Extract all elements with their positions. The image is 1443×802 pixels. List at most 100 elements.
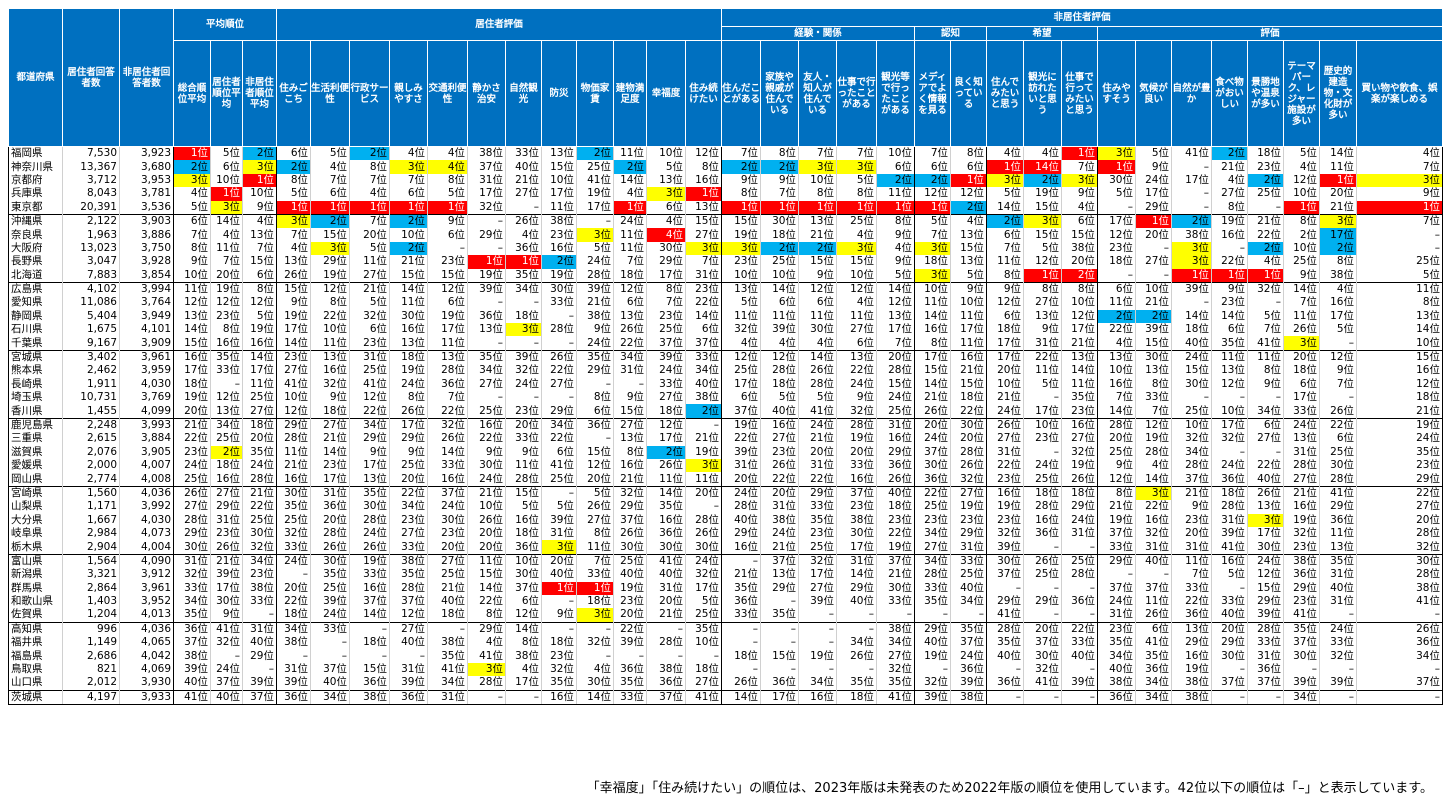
rank-cell: 10位: [950, 296, 987, 310]
rank-cell: 8位: [1319, 255, 1357, 269]
rank-cell: 26位: [986, 417, 1024, 433]
rank-cell: 32位: [798, 553, 837, 569]
table-row: 山梨県 1,171 3,992 27位 29位 22位 35位 36位 30位 34位 24位 10位…: [8, 500, 1443, 514]
rank-cell: 4位: [276, 241, 311, 256]
rank-cell: 16位: [427, 472, 468, 487]
rank-cell: 13位: [1283, 432, 1320, 446]
rank-cell: 8位: [836, 187, 877, 201]
rank-cell: 16位: [276, 472, 311, 487]
rank-cell: 29位: [1023, 594, 1062, 609]
prefecture-name: 山口県: [8, 676, 63, 691]
rank-cell: 6位: [276, 146, 311, 161]
rank-cell: 24位: [1135, 173, 1172, 188]
rank-cell: 19位: [349, 553, 390, 569]
rank-cell: 4位: [646, 228, 686, 242]
rank-cell: 38位: [1171, 689, 1212, 706]
rank-cell: 30位: [986, 553, 1024, 569]
rank-cell: –: [276, 568, 311, 582]
rank-cell: 19位: [613, 581, 647, 595]
rank-cell: 40位: [613, 568, 647, 582]
rank-cell: 3位: [310, 241, 350, 256]
rank-cell: 4位: [836, 228, 877, 242]
rank-cell: 6位: [349, 323, 390, 337]
rank-cell: 6位: [1097, 281, 1136, 297]
rank-cell: 17位: [685, 581, 722, 595]
rank-cell: 7位: [1061, 160, 1098, 174]
rank-cell: 37位: [950, 636, 987, 650]
rank-cell: 14位: [836, 568, 877, 582]
table-row: 大阪府 13,023 3,750 8位 11位 7位 4位 3位 5位 2位 – –36位 16位 5位 1…: [8, 241, 1443, 256]
rank-cell: –: [685, 649, 722, 663]
rank-cell: 39位: [276, 676, 311, 691]
rank-cell: 22位: [467, 432, 506, 446]
rank-cell: 7位: [349, 213, 390, 229]
rank-cell: 29位: [467, 228, 506, 242]
rank-cell: 5位: [760, 391, 799, 405]
rank-cell: 16位: [836, 472, 877, 487]
rank-cell: 7位: [1283, 296, 1320, 310]
rank-cell: 3位: [721, 241, 761, 256]
rank-cell: –: [1211, 445, 1248, 459]
rank-cell: 28位: [1356, 568, 1443, 582]
rank-cell: 40位: [876, 485, 915, 501]
rank-cell: 2位: [1097, 309, 1136, 324]
rank-cell: 5位: [427, 187, 468, 201]
rank-cell: 8位: [685, 160, 722, 174]
rank-cell: 1位: [276, 200, 311, 215]
rank-cell: 9位: [576, 323, 614, 337]
rank-cell: 35位: [1135, 649, 1172, 663]
rank-cell: 12位: [760, 349, 799, 365]
rank-cell: 31位: [760, 500, 799, 514]
rank-cell: 6位: [914, 160, 951, 174]
rank-cell: 30位: [173, 540, 211, 555]
resident-count: 1,675: [62, 323, 120, 337]
rank-cell: 10位: [1211, 404, 1248, 419]
rank-cell: 13位: [721, 281, 761, 297]
rank-cell: 40位: [310, 676, 350, 691]
header-metric: 友人・知人が住んでいる: [798, 40, 837, 147]
rank-cell: 28位: [349, 513, 390, 527]
rank-cell: –: [505, 200, 542, 215]
rank-cell: –: [1171, 160, 1212, 174]
rank-cell: 16位: [1097, 377, 1136, 392]
rank-cell: 24位: [950, 649, 987, 663]
rank-cell: 5位: [349, 241, 390, 256]
prefecture-name: 京都府: [8, 173, 63, 188]
rank-cell: 10位: [760, 268, 799, 283]
rank-cell: –: [1211, 581, 1248, 595]
rank-cell: 36位: [276, 689, 311, 706]
rank-cell: 14位: [1061, 364, 1098, 378]
rank-cell: 21位: [505, 173, 542, 188]
rank-cell: 25位: [541, 472, 577, 487]
rank-cell: 13位: [541, 146, 577, 161]
rank-cell: 29位: [1061, 500, 1098, 514]
rank-cell: 36位: [576, 417, 614, 433]
rank-cell: 41位: [576, 173, 614, 188]
rank-cell: 3位: [914, 268, 951, 283]
rank-cell: 15位: [950, 241, 987, 256]
rank-cell: 17位: [876, 323, 915, 337]
rank-cell: 36位: [721, 594, 761, 609]
rank-cell: 10位: [685, 636, 722, 650]
rank-cell: 24位: [576, 336, 614, 351]
rank-cell: –: [1135, 568, 1172, 582]
rank-cell: –: [836, 662, 877, 677]
resident-count: 1,560: [62, 485, 120, 501]
rank-cell: 22位: [242, 500, 277, 514]
rank-cell: 39位: [760, 323, 799, 337]
rank-cell: 1位: [349, 200, 390, 215]
rank-cell: 9位: [1061, 187, 1098, 201]
rank-cell: 32位: [173, 568, 211, 582]
rank-cell: 9位: [310, 391, 350, 405]
rank-cell: 2位: [276, 160, 311, 174]
header-metric: 良く知っている: [950, 40, 987, 147]
rank-cell: 1位: [1097, 160, 1136, 174]
rank-cell: 31位: [1283, 445, 1320, 459]
rank-cell: 22位: [613, 336, 647, 351]
rank-cell: 36位: [646, 526, 686, 541]
rank-cell: 40位: [242, 636, 277, 650]
rank-cell: 14位: [467, 581, 506, 595]
header-metric: 家族や親戚が住んでいる: [760, 40, 799, 147]
rank-cell: 8位: [1023, 281, 1062, 297]
rank-cell: 1位: [986, 160, 1024, 174]
